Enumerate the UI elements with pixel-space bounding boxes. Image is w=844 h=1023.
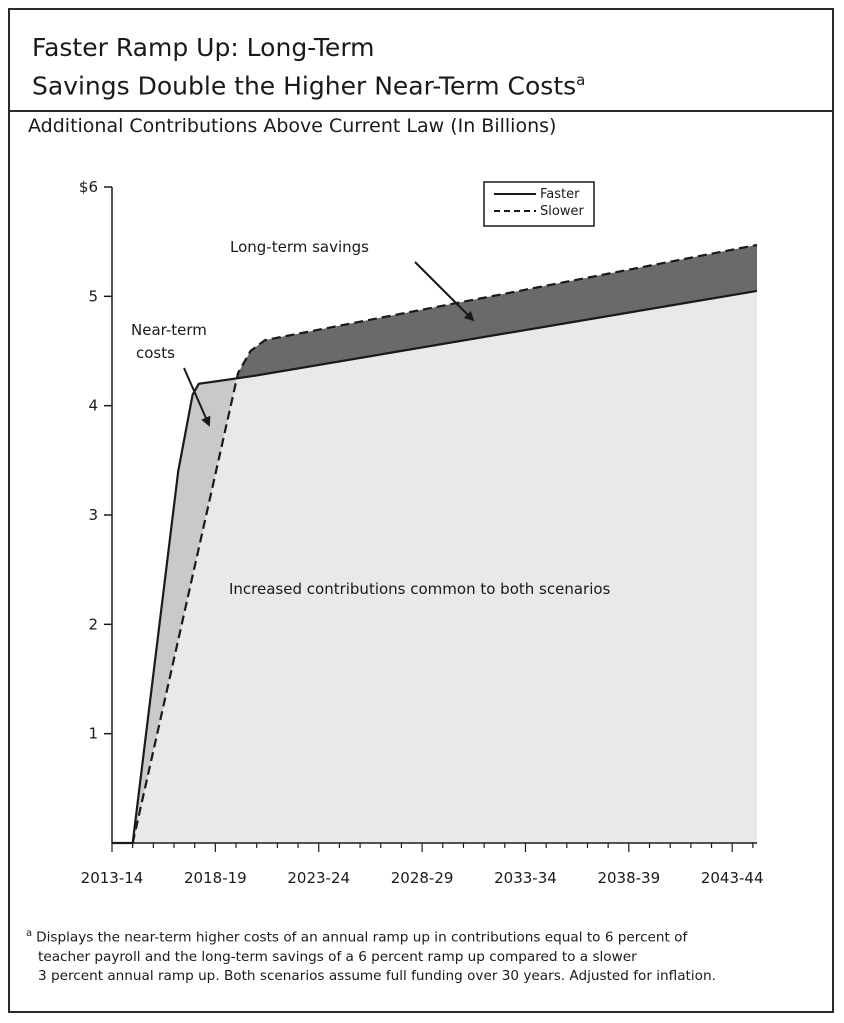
footnote-line-1: a Displays the near-term higher costs of …	[26, 924, 806, 948]
title-line-2-text: Savings Double the Higher Near-Term Cost…	[32, 71, 577, 101]
long-term-savings-arrow	[414, 261, 475, 322]
x-tick-label: 2023-24	[287, 869, 350, 887]
footnote-line-3: 3 percent annual ramp up. Both scenarios…	[38, 967, 716, 984]
x-tick-label: 2028-29	[391, 869, 454, 887]
x-tick-label: 2038-39	[597, 869, 660, 887]
x-tick-label: 2018-19	[184, 869, 247, 887]
near-term-costs-arrow	[183, 367, 211, 427]
title-line-2: Savings Double the Higher Near-Term Cost…	[32, 64, 585, 102]
x-tick-label: 2033-34	[494, 869, 557, 887]
chart-subtitle: Additional Contributions Above Current L…	[28, 115, 557, 137]
y-tick-label: 4	[88, 397, 98, 415]
near-term-costs-label-line2: costs	[136, 344, 175, 362]
long-term-savings-area	[237, 244, 758, 379]
figure-frame: Faster Ramp Up: Long-Term Savings Double…	[8, 8, 834, 1013]
title-line-1: Faster Ramp Up: Long-Term	[32, 33, 375, 62]
common-contributions-label: Increased contributions common to both s…	[229, 580, 611, 598]
figure-header: Faster Ramp Up: Long-Term Savings Double…	[10, 10, 832, 112]
y-tick-label: $6	[79, 178, 98, 196]
footnote-marker: a	[26, 928, 33, 939]
annotations: Long-term savings Near-term costs Increased…	[131, 238, 611, 598]
footnote-line-2: teacher payroll and the long-term saving…	[38, 948, 637, 965]
near-term-costs-label-line1: Near-term	[131, 321, 207, 339]
area-fills	[132, 244, 758, 843]
long-term-savings-label: Long-term savings	[230, 238, 369, 256]
axes: $6 5 4 3 2 1 2013-14 2018-19 2023-24 2028-29 2033-…	[79, 178, 764, 887]
legend: Faster Slower	[483, 181, 595, 227]
legend-box	[483, 181, 595, 227]
footnote: a Displays the near-term higher costs of …	[26, 924, 806, 986]
x-tick-label: 2043-44	[701, 869, 764, 887]
common-contributions-area	[132, 290, 757, 843]
figure-title: Faster Ramp Up: Long-Term Savings Double…	[32, 32, 585, 102]
y-tick-label: 1	[88, 725, 98, 743]
y-tick-label: 3	[88, 506, 98, 524]
legend-label-slower: Slower	[540, 204, 584, 219]
legend-label-faster: Faster	[540, 187, 580, 202]
y-tick-label: 2	[88, 615, 98, 633]
x-tick-label: 2013-14	[81, 869, 144, 887]
series-line-slower	[131, 243, 758, 844]
y-tick-label: 5	[88, 287, 98, 305]
footnote-line-1-text: Displays the near-term higher costs of a…	[36, 929, 688, 946]
title-footnote-marker: a	[576, 71, 586, 89]
